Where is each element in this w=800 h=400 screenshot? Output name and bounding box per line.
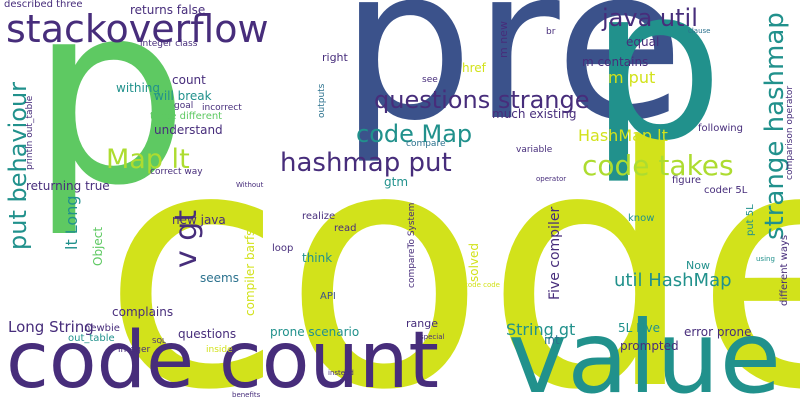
word-lt-long: lt Long bbox=[62, 195, 81, 250]
word-newbie: newbie bbox=[84, 323, 120, 334]
word-operator: operator bbox=[536, 175, 567, 183]
word-put-5l: put 5L bbox=[745, 204, 756, 236]
word-error-prone: error prone bbox=[684, 325, 752, 339]
word-using: using bbox=[756, 255, 775, 263]
word-br: br bbox=[546, 27, 556, 37]
word-instead: instead bbox=[328, 369, 354, 377]
word-questions: questions bbox=[178, 327, 237, 341]
word-out-table: out_table bbox=[68, 333, 115, 344]
word-equal: equal bbox=[626, 35, 660, 49]
word-outputs: outputs bbox=[317, 83, 327, 118]
word-see: see bbox=[422, 75, 438, 85]
word-coder-5l: coder 5L bbox=[704, 185, 748, 196]
word-map-lt: Map lt bbox=[106, 144, 190, 175]
word-integer-class: integer class bbox=[140, 39, 198, 49]
word-println-out-table: println out_table bbox=[25, 95, 35, 170]
word-m-contains: m contains bbox=[582, 55, 649, 69]
word-code-takes: code takes bbox=[582, 149, 734, 182]
word-described-three: described three bbox=[4, 0, 83, 10]
word-figure: figure bbox=[672, 175, 702, 186]
word-m-new: m new bbox=[497, 21, 510, 58]
word-solved: solved bbox=[467, 242, 481, 282]
word-new-java: new java bbox=[172, 213, 226, 227]
word-variable: variable bbox=[516, 145, 553, 155]
word-util-hashmap: util HashMap bbox=[614, 270, 732, 291]
word-seems: seems bbox=[200, 271, 239, 285]
word-returns-false: returns false bbox=[130, 3, 206, 17]
word-int: int bbox=[544, 333, 560, 347]
word-compare: compare bbox=[406, 139, 446, 149]
word-object: Object bbox=[91, 226, 105, 266]
word-clause: clause bbox=[688, 27, 711, 35]
word-benefits: benefits bbox=[232, 391, 261, 399]
word-java-util: java util bbox=[602, 4, 698, 32]
word-integer: integer bbox=[118, 345, 151, 355]
word-following: following bbox=[698, 123, 743, 134]
word-right: right bbox=[322, 51, 348, 64]
word-code-code: code code bbox=[464, 281, 500, 289]
word-compiler-barfs: compiler barfs bbox=[243, 229, 257, 316]
word-5l-five: 5L Five bbox=[618, 321, 660, 335]
word-goal: goal bbox=[174, 101, 194, 111]
word-long-string: Long String bbox=[8, 318, 94, 336]
word-href: href bbox=[462, 61, 486, 75]
word-compareto-system: compareTo System bbox=[407, 202, 417, 288]
word-know: know bbox=[628, 213, 655, 224]
word-prone-scenario: prone scenario bbox=[270, 325, 360, 339]
word-incorrect: incorrect bbox=[202, 103, 242, 113]
word-now: Now bbox=[686, 259, 710, 272]
word-value: value bbox=[508, 299, 782, 400]
word-without: Without bbox=[236, 181, 264, 189]
word-understand: understand bbox=[154, 123, 223, 137]
word-m-put: m put bbox=[608, 68, 656, 87]
word-think: think bbox=[302, 251, 333, 265]
word-stackoverflow: stackoverflow bbox=[6, 7, 269, 51]
word-will-break: will break bbox=[154, 89, 212, 103]
word-api: API bbox=[320, 291, 336, 302]
word-questions-strange: questions strange bbox=[374, 86, 590, 114]
word-correct-way: correct way bbox=[150, 167, 203, 177]
word-complains: complains bbox=[112, 305, 174, 319]
word-hashmap-lt: HashMap lt bbox=[578, 126, 668, 145]
word-gtm: gtm bbox=[384, 175, 409, 189]
word-different-ways: different ways bbox=[779, 234, 790, 306]
word-count: count bbox=[172, 73, 206, 87]
word-five-compiler: Five compiler bbox=[547, 206, 563, 300]
word-pre: pre bbox=[340, 0, 685, 167]
word-range: range bbox=[406, 317, 438, 330]
word-code-count: code count bbox=[6, 316, 439, 400]
word-realize: realize bbox=[302, 211, 336, 222]
word-loop: loop bbox=[272, 243, 294, 254]
word-code-large: code bbox=[102, 78, 800, 400]
word-comparison-operator: comparison operator bbox=[785, 85, 795, 180]
word-withing: withing bbox=[116, 81, 161, 95]
word-returning-true: returning true bbox=[26, 179, 110, 193]
word-code-map: code Map bbox=[356, 120, 473, 148]
word-hashmap-put: hashmap put bbox=[280, 148, 452, 178]
word-p-left: p bbox=[30, 0, 189, 240]
word-much-existing: much existing bbox=[492, 107, 577, 121]
word-sql: SQL bbox=[152, 337, 166, 345]
word-p-right: p bbox=[590, 0, 724, 187]
word-read: read bbox=[334, 223, 357, 234]
word-prompted: prompted bbox=[620, 339, 679, 353]
word-special: special bbox=[420, 333, 445, 341]
word-string-gt: String gt bbox=[506, 320, 576, 339]
word-inside: inside bbox=[206, 345, 233, 355]
word-three-different: three different bbox=[150, 111, 223, 122]
